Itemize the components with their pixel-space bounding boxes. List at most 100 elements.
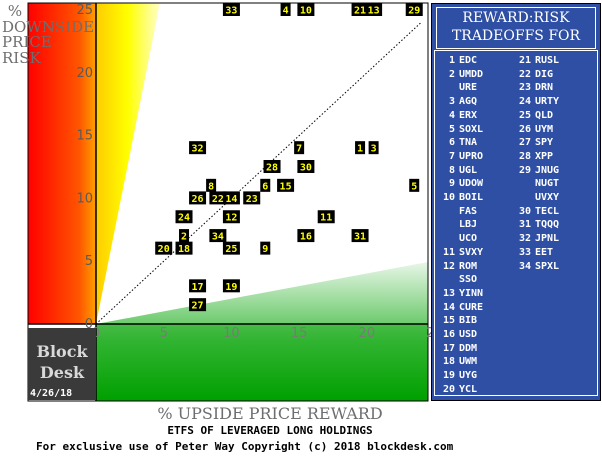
legend-entry: 5 SOXL <box>439 124 483 135</box>
data-point-box <box>209 191 227 205</box>
legend-entry: 33 EET <box>515 247 553 258</box>
data-point-box <box>277 178 295 192</box>
legend-entry-number: 26 <box>518 123 531 135</box>
legend-entry-ticker: TECL <box>535 205 560 217</box>
data-point-label: 5 <box>411 181 417 192</box>
legend-entry: 2 UMDD <box>439 69 483 80</box>
legend-entry: 18 UWM <box>439 356 477 367</box>
data-point-label: 17 <box>192 282 204 293</box>
legend-entry: 30 TECL <box>515 206 559 217</box>
legend-entry-ticker: USD <box>459 329 478 340</box>
legend-entry-ticker: DRN <box>535 82 554 94</box>
legend-entry-number: 31 <box>518 219 531 231</box>
legend-entry: 23 DRN <box>515 82 553 93</box>
data-point-label: 29 <box>408 6 420 17</box>
data-point-label: 21 <box>354 6 366 17</box>
data-point-label: 8 <box>208 181 214 192</box>
data-point-box <box>222 191 240 205</box>
legend-entry: 20 YCL <box>439 384 477 395</box>
data-point-box <box>189 191 207 205</box>
legend-entry: 11 SVXY <box>439 247 483 258</box>
legend-entry: 3 AGQ <box>439 96 477 107</box>
legend-entry-ticker: ERX <box>459 109 478 121</box>
legend-entry: 8 UGL <box>439 165 477 176</box>
data-point-label: 14 <box>225 194 237 205</box>
data-point-box <box>222 241 240 255</box>
legend-entry: 9 UDOW <box>439 178 483 189</box>
x-tick-label: 20 <box>359 326 376 341</box>
legend-entry-number: 17 <box>442 342 455 354</box>
legend-entry-number: 29 <box>518 164 531 176</box>
legend-entry-number: 14 <box>442 301 455 313</box>
data-point-label: 27 <box>192 301 204 312</box>
data-point-box <box>351 3 369 16</box>
data-point-label: 33 <box>225 6 237 17</box>
legend-entry-ticker: URE <box>459 82 478 94</box>
legend-entry-ticker: QLD <box>535 109 554 121</box>
data-point-label: 1 <box>357 144 363 155</box>
legend-entry-number: 7 <box>448 150 455 162</box>
legend-entry: UVXY <box>515 192 559 203</box>
y-axis-label: % DOWNSIDE PRICE RISK <box>2 2 94 67</box>
legend-entry-number: 16 <box>442 329 455 340</box>
legend-entry-ticker: UMDD <box>459 68 484 80</box>
x-tick-label: 10 <box>223 326 240 341</box>
data-point-box <box>297 160 315 173</box>
data-point-box <box>222 3 240 16</box>
legend-title: REWARD:RISK TRADEOFFS FOR <box>436 7 596 49</box>
legend-entry-number: 4 <box>448 109 455 121</box>
legend-entry-ticker: SPY <box>535 137 554 149</box>
legend-entry: 26 UYM <box>515 124 553 135</box>
legend-list: 1 EDC 2 UMDD URE 3 AGQ 4 ERX 5 SOXL 6 TNA 7 UPRO 8 UGL 9 U… <box>434 50 598 396</box>
legend-entry-number: 11 <box>442 246 455 258</box>
y-tick-label: 20 <box>76 66 93 81</box>
legend-entry-ticker: DIG <box>535 68 554 80</box>
data-point-box <box>317 210 335 224</box>
data-point-label: 24 <box>178 213 190 224</box>
risk-zone-red <box>28 3 96 324</box>
data-point-box <box>365 3 383 16</box>
legend-entry-ticker: AGQ <box>459 96 478 108</box>
legend-entry-number: 9 <box>448 178 455 190</box>
data-point-box <box>368 141 379 155</box>
data-point-box <box>179 229 190 243</box>
legend-entry-ticker: TQQQ <box>535 219 560 231</box>
legend-entry: 15 BIB <box>439 315 477 326</box>
legend-entry-number: 32 <box>518 233 531 245</box>
legend-entry-number: 23 <box>518 82 531 94</box>
data-point-label: 26 <box>192 194 204 205</box>
legend-panel: REWARD:RISK TRADEOFFS FOR 1 EDC 2 UMDD URE 3 A… <box>431 3 601 401</box>
legend-entry: 6 TNA <box>439 137 477 148</box>
legend-entry-ticker: SPXL <box>535 260 560 272</box>
data-point-label: 34 <box>212 232 224 243</box>
legend-entry: 22 DIG <box>515 69 553 80</box>
legend-entry: LBJ <box>439 219 477 230</box>
brand-date: 4/26/18 <box>30 388 73 399</box>
legend-entry-number: 15 <box>442 315 455 327</box>
brand-line-2: Desk <box>39 363 85 382</box>
data-point-label: 18 <box>178 244 190 255</box>
legend-entry-ticker: EDC <box>459 55 478 66</box>
diagonal-line <box>95 22 422 325</box>
data-point-label: 13 <box>368 6 380 17</box>
legend-entry-ticker: UDOW <box>459 178 484 190</box>
legend-entry-ticker: LBJ <box>459 219 478 231</box>
legend-entry-ticker: UYM <box>535 123 554 135</box>
data-point-box <box>280 3 291 16</box>
data-point-box <box>206 178 217 192</box>
data-point-box <box>297 229 315 243</box>
data-point-label: 22 <box>212 194 224 205</box>
data-point-label: 9 <box>262 244 268 255</box>
legend-entry-number: 5 <box>448 123 455 135</box>
legend-entry-ticker: UCO <box>459 233 478 245</box>
copyright-credit: For exclusive use of Peter Way Copyright… <box>36 440 454 453</box>
legend-entry-ticker: UGL <box>459 164 478 176</box>
data-point-box <box>175 210 193 224</box>
data-point-label: 15 <box>280 181 292 192</box>
data-point-box <box>189 141 207 155</box>
reward-zone-base <box>96 324 428 401</box>
data-point-label: 30 <box>300 163 312 174</box>
data-point-box <box>222 279 240 293</box>
legend-entry: 29 JNUG <box>515 165 559 176</box>
data-point-box <box>355 141 366 155</box>
